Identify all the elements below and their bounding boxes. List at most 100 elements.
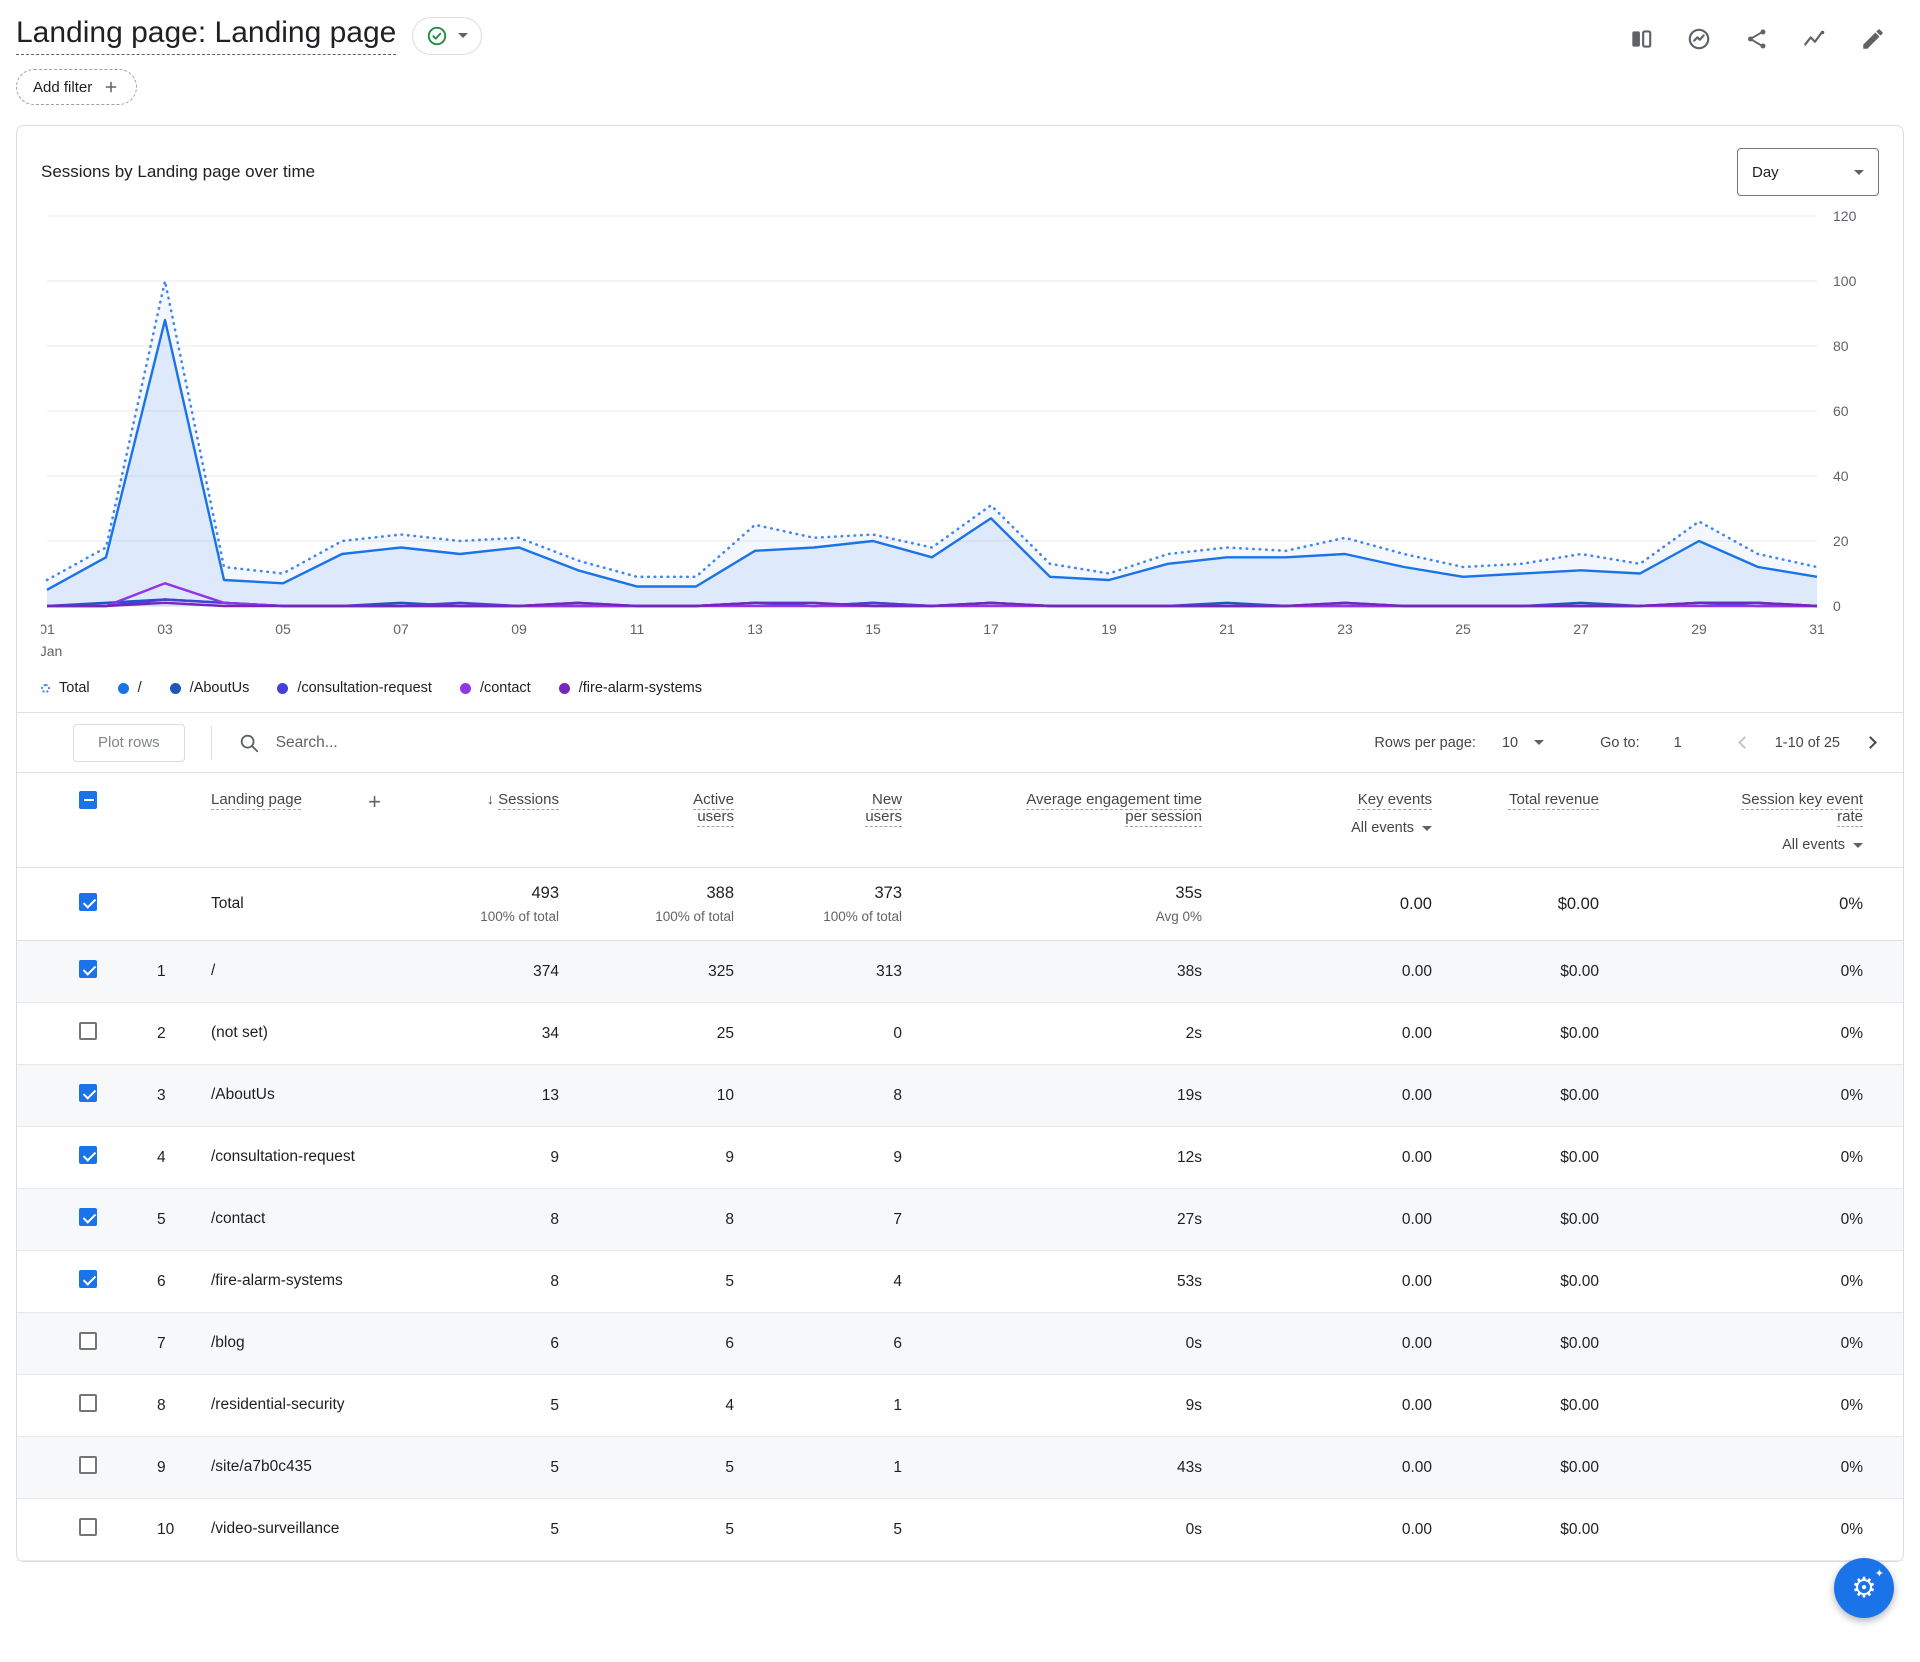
- active-users-value: 25: [577, 1003, 752, 1065]
- row-checkbox[interactable]: [79, 1146, 97, 1164]
- avg-engagement-value: 2s: [920, 1003, 1220, 1065]
- edit-icon[interactable]: [1860, 26, 1886, 52]
- total-revenue-value: $0.00: [1450, 1499, 1617, 1561]
- row-checkbox[interactable]: [79, 1456, 97, 1474]
- total-revenue-value: $0.00: [1450, 1375, 1617, 1437]
- table-search[interactable]: [238, 732, 574, 754]
- go-to-input[interactable]: 1: [1674, 735, 1682, 751]
- row-select-cell[interactable]: [17, 1127, 137, 1189]
- row-select-cell[interactable]: [17, 1251, 137, 1313]
- new-users-value: 313: [752, 941, 920, 1003]
- granularity-select[interactable]: Day: [1737, 148, 1879, 196]
- col-new-users[interactable]: New users: [752, 773, 920, 868]
- key-events-value: 0.00: [1220, 1375, 1450, 1437]
- rows-per-page-select[interactable]: 10: [1502, 735, 1544, 751]
- share-icon[interactable]: [1744, 26, 1770, 52]
- legend-item[interactable]: Total: [41, 680, 90, 696]
- row-checkbox[interactable]: [79, 960, 97, 978]
- insights-fab-button[interactable]: ⚙ ✦: [1834, 1558, 1894, 1618]
- select-all-checkbox[interactable]: [79, 791, 97, 809]
- session-rate-filter[interactable]: All events: [1617, 837, 1863, 853]
- row-checkbox[interactable]: [79, 1332, 97, 1350]
- session-rate-value: 0%: [1617, 1313, 1903, 1375]
- col-session-key-event-rate[interactable]: Session key event rate All events: [1617, 773, 1903, 868]
- landing-page-value: /contact: [193, 1189, 383, 1251]
- row-select-cell[interactable]: [17, 1003, 137, 1065]
- table-row[interactable]: 7/blog6660s0.00$0.000%: [17, 1313, 1903, 1375]
- row-checkbox[interactable]: [79, 1022, 97, 1040]
- search-input[interactable]: [274, 733, 574, 753]
- plus-icon: [102, 78, 120, 96]
- sessions-value: 374: [383, 941, 577, 1003]
- prev-page-icon[interactable]: [1738, 736, 1751, 749]
- row-select-cell[interactable]: [17, 1499, 137, 1561]
- table-row[interactable]: 1/37432531338s0.00$0.000%: [17, 941, 1903, 1003]
- table-row[interactable]: 10/video-surveillance5550s0.00$0.000%: [17, 1499, 1903, 1561]
- row-checkbox[interactable]: [79, 1394, 97, 1412]
- report-status-badge[interactable]: [412, 17, 482, 55]
- row-checkbox[interactable]: [79, 1518, 97, 1536]
- chart-title: Sessions by Landing page over time: [41, 162, 315, 182]
- x-axis-label: 21: [1219, 621, 1235, 637]
- active-users-value: 9: [577, 1127, 752, 1189]
- key-events-header-label[interactable]: Key events: [1358, 791, 1432, 808]
- key-events-filter[interactable]: All events: [1220, 820, 1432, 836]
- table-row[interactable]: 5/contact88727s0.00$0.000%: [17, 1189, 1903, 1251]
- plot-rows-button[interactable]: Plot rows: [73, 724, 185, 762]
- add-filter-button[interactable]: Add filter: [16, 69, 137, 105]
- row-select-cell[interactable]: [17, 1437, 137, 1499]
- sessions-header-label[interactable]: Sessions: [498, 791, 559, 808]
- legend-item[interactable]: /: [118, 680, 142, 696]
- add-dimension-icon[interactable]: +: [368, 789, 381, 815]
- row-select-cell[interactable]: [17, 1375, 137, 1437]
- active-users-header-label[interactable]: Active users: [678, 791, 734, 825]
- row-checkbox[interactable]: [79, 1270, 97, 1288]
- new-users-value: 4: [752, 1251, 920, 1313]
- table-row[interactable]: 3/AboutUs1310819s0.00$0.000%: [17, 1065, 1903, 1127]
- col-landing-page[interactable]: Landing page +: [193, 773, 383, 868]
- new-users-header-label[interactable]: New users: [846, 791, 902, 825]
- legend-item[interactable]: /consultation-request: [277, 680, 432, 696]
- trendline-icon[interactable]: [1802, 26, 1828, 52]
- row-number: 8: [137, 1375, 193, 1437]
- row-checkbox[interactable]: [79, 1208, 97, 1226]
- add-filter-label: Add filter: [33, 79, 92, 96]
- landing-page-header-label[interactable]: Landing page: [211, 791, 302, 808]
- page-title[interactable]: Landing page: Landing page: [16, 16, 396, 55]
- col-active-users[interactable]: Active users: [577, 773, 752, 868]
- report-card: Sessions by Landing page over time Day 0…: [16, 125, 1904, 1562]
- col-key-events[interactable]: Key events All events: [1220, 773, 1450, 868]
- next-page-icon[interactable]: [1864, 736, 1877, 749]
- table-row[interactable]: 4/consultation-request99912s0.00$0.000%: [17, 1127, 1903, 1189]
- col-sessions[interactable]: ↓Sessions: [383, 773, 577, 868]
- insights-icon[interactable]: [1686, 26, 1712, 52]
- table-row[interactable]: 9/site/a7b0c43555143s0.00$0.000%: [17, 1437, 1903, 1499]
- total-select-cell[interactable]: [17, 868, 137, 941]
- row-select-cell[interactable]: [17, 1313, 137, 1375]
- caret-down-icon: [1853, 843, 1863, 848]
- col-total-revenue[interactable]: Total revenue: [1450, 773, 1617, 868]
- table-row[interactable]: 8/residential-security5419s0.00$0.000%: [17, 1375, 1903, 1437]
- table-row[interactable]: 6/fire-alarm-systems85453s0.00$0.000%: [17, 1251, 1903, 1313]
- total-checkbox[interactable]: [79, 893, 97, 911]
- gear-sparkle-icon: ⚙: [1851, 1574, 1876, 1602]
- table-row[interactable]: 2(not set)342502s0.00$0.000%: [17, 1003, 1903, 1065]
- key-events-value: 0.00: [1220, 1313, 1450, 1375]
- comparison-icon[interactable]: [1628, 26, 1654, 52]
- legend-item[interactable]: /AboutUs: [170, 680, 250, 696]
- active-users-value: 325: [577, 941, 752, 1003]
- total-revenue-header-label[interactable]: Total revenue: [1509, 791, 1599, 808]
- sort-desc-icon: ↓: [487, 791, 495, 808]
- total-revenue-value: $0.00: [1450, 941, 1617, 1003]
- row-checkbox[interactable]: [79, 1084, 97, 1102]
- session-rate-value: 0%: [1617, 1375, 1903, 1437]
- legend-item[interactable]: /contact: [460, 680, 531, 696]
- row-select-cell[interactable]: [17, 1065, 137, 1127]
- row-select-cell[interactable]: [17, 1189, 137, 1251]
- total-new-users: 373100% of total: [752, 868, 920, 941]
- legend-item[interactable]: /fire-alarm-systems: [559, 680, 702, 696]
- col-avg-engagement[interactable]: Average engagement time per session: [920, 773, 1220, 868]
- row-select-cell[interactable]: [17, 941, 137, 1003]
- session-rate-header-label[interactable]: Session key event rate: [1723, 791, 1863, 825]
- avg-engagement-header-label[interactable]: Average engagement time per session: [1002, 791, 1202, 825]
